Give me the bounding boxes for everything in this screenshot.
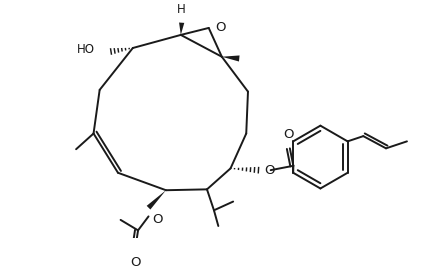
Text: H: H	[177, 3, 186, 16]
Polygon shape	[179, 23, 184, 35]
Text: O: O	[152, 213, 162, 226]
Text: O: O	[130, 256, 141, 268]
Text: HO: HO	[76, 43, 94, 56]
Text: O: O	[215, 21, 225, 34]
Polygon shape	[147, 190, 166, 210]
Text: O: O	[265, 164, 275, 177]
Polygon shape	[222, 55, 239, 62]
Text: O: O	[283, 128, 293, 141]
